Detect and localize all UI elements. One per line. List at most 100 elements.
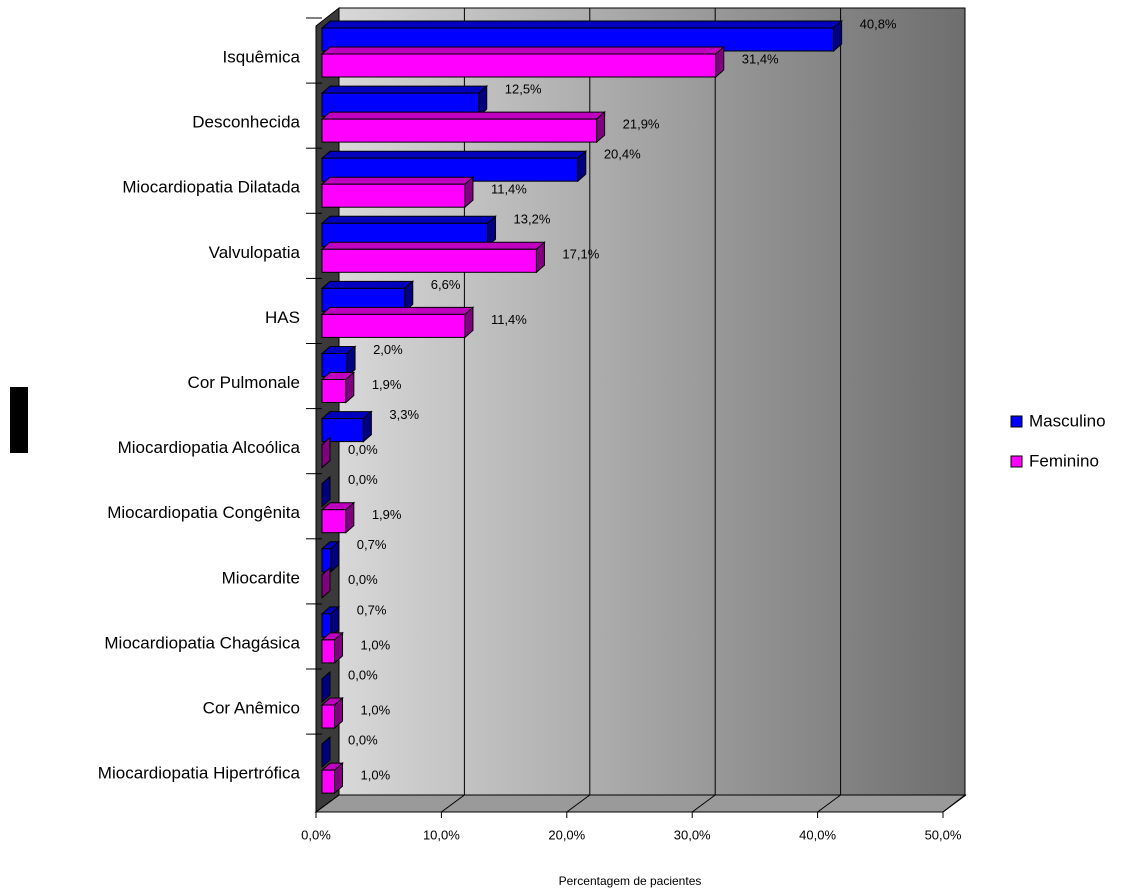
bar — [320, 696, 344, 730]
bar-face — [321, 248, 537, 273]
bar-face — [320, 111, 606, 120]
bar-face — [321, 53, 717, 78]
x-tick-label: 50,0% — [925, 827, 962, 842]
bar-face — [464, 176, 474, 209]
bar-face — [320, 85, 489, 94]
bar-face — [596, 110, 606, 144]
x-tick-label: 10,0% — [423, 827, 460, 842]
y-tick-label: Miocardiopatia Dilatada — [122, 178, 300, 197]
bar-face — [345, 371, 355, 404]
bar-face — [833, 19, 843, 53]
data-label: 11,4% — [491, 312, 527, 327]
data-label: 6,6% — [431, 277, 461, 292]
data-label: 1,9% — [372, 377, 402, 392]
bar-face — [320, 46, 726, 55]
bar-face — [321, 769, 336, 794]
bar — [320, 110, 606, 144]
bar-face — [320, 150, 588, 159]
bar — [320, 761, 344, 795]
bar-face — [321, 509, 347, 534]
y-tick-label: Isquêmica — [223, 47, 301, 66]
bar — [320, 410, 373, 443]
bar-face — [535, 241, 545, 274]
legend-marker — [1010, 455, 1023, 468]
x-tick — [566, 794, 591, 813]
x-axis-title: Percentagem de pacientes — [559, 874, 702, 888]
legend-marker — [1010, 415, 1023, 428]
bar — [320, 45, 726, 79]
x-tick-label: 40,0% — [799, 827, 836, 842]
bar-face — [321, 118, 598, 143]
x-tick — [942, 794, 967, 813]
bar-face — [321, 313, 466, 338]
data-label: 0,0% — [348, 442, 378, 457]
data-label: 3,3% — [389, 407, 419, 422]
bar — [320, 84, 489, 118]
bar-face — [330, 540, 340, 573]
data-label: 21,9% — [623, 117, 660, 132]
data-label: 1,0% — [361, 702, 391, 717]
bar — [320, 345, 357, 378]
data-label: 11,4% — [491, 182, 527, 197]
y-tick-label: Cor Anêmico — [203, 698, 300, 717]
x-tick-label: 0,0% — [301, 827, 331, 842]
y-tick-label: Miocardiopatia Alcoólica — [118, 438, 301, 457]
bar-face — [321, 566, 331, 599]
data-label: 17,1% — [562, 247, 599, 262]
data-label: 0,0% — [348, 733, 378, 748]
bar-face — [321, 704, 336, 729]
bar-face — [321, 379, 347, 403]
data-label: 0,7% — [357, 602, 387, 617]
bar-face — [320, 241, 546, 250]
y-tick-label: Cor Pulmonale — [188, 373, 300, 392]
y-tick-label: Miocardiopatia Congênita — [107, 503, 300, 522]
y-tick-label: Miocardiopatia Chagásica — [104, 633, 300, 652]
data-label: 1,9% — [372, 507, 402, 522]
data-label: 0,0% — [348, 572, 378, 587]
bar — [320, 176, 475, 209]
decoration — [10, 387, 28, 453]
bar — [321, 475, 331, 508]
bar — [321, 670, 331, 704]
bar-face — [320, 215, 497, 224]
legend-label: Feminino — [1029, 451, 1099, 470]
bar — [320, 280, 415, 313]
data-label: 0,0% — [348, 667, 378, 682]
bar-face — [321, 436, 331, 469]
x-tick-label: 30,0% — [674, 827, 711, 842]
y-tick-label: Desconhecida — [192, 113, 300, 132]
data-label: 0,7% — [357, 537, 387, 552]
bar-face — [321, 183, 466, 208]
bar-face — [362, 410, 372, 443]
data-label: 40,8% — [860, 16, 897, 31]
y-tick-label: Miocardite — [222, 568, 300, 587]
bar-face — [478, 84, 488, 118]
x-tick — [441, 794, 465, 813]
bar — [320, 19, 843, 53]
bar-face — [321, 475, 331, 508]
bar-face — [715, 45, 725, 79]
bar-face — [487, 215, 497, 248]
bar — [320, 306, 475, 339]
bar-face — [321, 735, 331, 769]
data-label: 31,4% — [742, 51, 779, 66]
bar-face — [334, 761, 344, 795]
y-tick-label: HAS — [265, 308, 300, 327]
data-label: 13,2% — [514, 212, 551, 227]
legend-label: Masculino — [1029, 411, 1106, 430]
bar-face — [320, 280, 415, 289]
bar-face — [320, 176, 475, 185]
bar-face — [464, 306, 474, 339]
bar-face — [346, 345, 356, 378]
bar-face — [334, 631, 344, 665]
data-label: 12,5% — [505, 82, 542, 97]
y-tick-label: Valvulopatia — [209, 243, 301, 262]
data-label: 1,0% — [361, 637, 391, 652]
bar — [320, 241, 546, 274]
bar — [321, 436, 331, 469]
bar — [320, 215, 497, 248]
bar-face — [320, 20, 843, 29]
bar-face — [330, 605, 340, 639]
